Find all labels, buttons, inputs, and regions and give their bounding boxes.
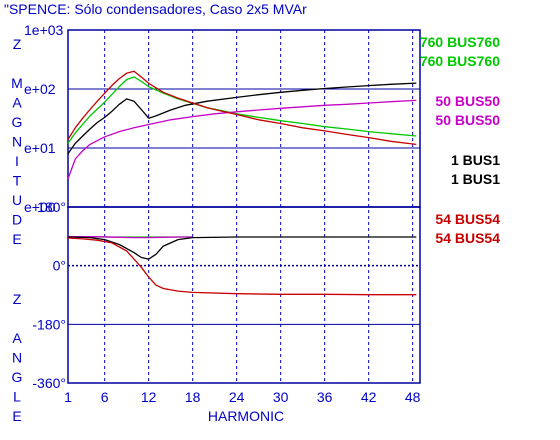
magnitude-line-bus54 (67, 70, 417, 146)
angle-tick-label: 180° (37, 199, 66, 215)
x-tick-label: 6 (101, 389, 109, 405)
series-layer (67, 70, 417, 296)
magnitude-line-bus1 (67, 82, 417, 155)
x-axis-label: HARMONIC (208, 408, 284, 424)
legend-entry: 1 BUS1 (451, 171, 500, 187)
legend: 760 BUS760 760 BUS760 50 BUS50 50 BUS50 1 BU… (420, 34, 500, 246)
magnitude-tick-label: e+02 (24, 81, 56, 97)
magnitude-axis-letter: M (11, 75, 23, 91)
magnitude-axis-letter: A (12, 95, 22, 111)
magnitude-line-bus760 (67, 76, 417, 144)
x-tick-label: 36 (317, 389, 333, 405)
magnitude-tick-label: e+01 (24, 140, 56, 156)
angle-tick-label: -360° (32, 375, 66, 391)
chart-title: "SPENCE: Sólo condensadores, Caso 2x5 MV… (4, 1, 307, 17)
magnitude-axis-letter: D (12, 212, 22, 228)
angle-axis-letter: A (12, 330, 22, 346)
legend-entry: 50 BUS50 (435, 112, 500, 128)
legend-entry: 1 BUS1 (451, 152, 500, 168)
angle-axis-letter: E (12, 408, 21, 424)
x-tick-label: 48 (405, 389, 421, 405)
x-tick-label: 30 (273, 389, 289, 405)
x-tick-label: 12 (141, 389, 157, 405)
grid-lines (68, 30, 420, 383)
legend-entry: 50 BUS50 (435, 93, 500, 109)
angle-tick-label: -180° (32, 316, 66, 332)
x-tick-label: 18 (185, 389, 201, 405)
magnitude-plot-area (67, 29, 421, 208)
magnitude-axis-letter: N (12, 134, 22, 150)
angle-axis-letter: G (12, 369, 23, 385)
legend-entry: 54 BUS54 (435, 230, 500, 246)
magnitude-axis-letter: E (12, 231, 21, 247)
magnitude-axis-letter: G (12, 114, 23, 130)
magnitude-tick-label: 1e+03 (24, 22, 64, 38)
legend-entry: 760 BUS760 (420, 53, 500, 69)
x-tick-label: 1 (64, 389, 72, 405)
angle-tick-label: 0° (53, 258, 66, 274)
angle-line-bus1 (67, 236, 417, 260)
legend-entry: 760 BUS760 (420, 34, 500, 50)
angle-line-bus54 (67, 237, 417, 296)
magnitude-axis-letter: Z (13, 36, 22, 52)
magnitude-line-bus50 (67, 99, 417, 180)
x-tick-label: 24 (229, 389, 245, 405)
legend-entry: 54 BUS54 (435, 211, 500, 227)
angle-axis-letter: N (12, 350, 22, 366)
magnitude-axis-letter: U (12, 192, 22, 208)
angle-axis-letter: L (13, 389, 21, 405)
angle-axis-letter: Z (13, 291, 22, 307)
magnitude-axis-letter: I (15, 153, 19, 169)
angle-line-bus50 (68, 236, 193, 239)
magnitude-tick-label: e+00 (24, 199, 56, 215)
magnitude-axis-letter: T (13, 173, 22, 189)
x-tick-label: 42 (361, 389, 377, 405)
